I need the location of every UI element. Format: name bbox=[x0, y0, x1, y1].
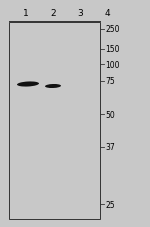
Text: 150: 150 bbox=[105, 45, 120, 54]
Text: 2: 2 bbox=[50, 10, 56, 18]
Text: 37: 37 bbox=[105, 143, 115, 152]
Text: 250: 250 bbox=[105, 25, 120, 34]
Text: 1: 1 bbox=[23, 10, 29, 18]
Text: 25: 25 bbox=[105, 200, 115, 209]
Text: 3: 3 bbox=[77, 10, 83, 18]
Bar bbox=[9, 23, 100, 219]
Text: 75: 75 bbox=[105, 77, 115, 86]
Ellipse shape bbox=[45, 85, 61, 89]
Ellipse shape bbox=[17, 82, 39, 87]
Text: 100: 100 bbox=[105, 60, 120, 69]
Text: 50: 50 bbox=[105, 110, 115, 119]
Text: 4: 4 bbox=[104, 10, 110, 18]
